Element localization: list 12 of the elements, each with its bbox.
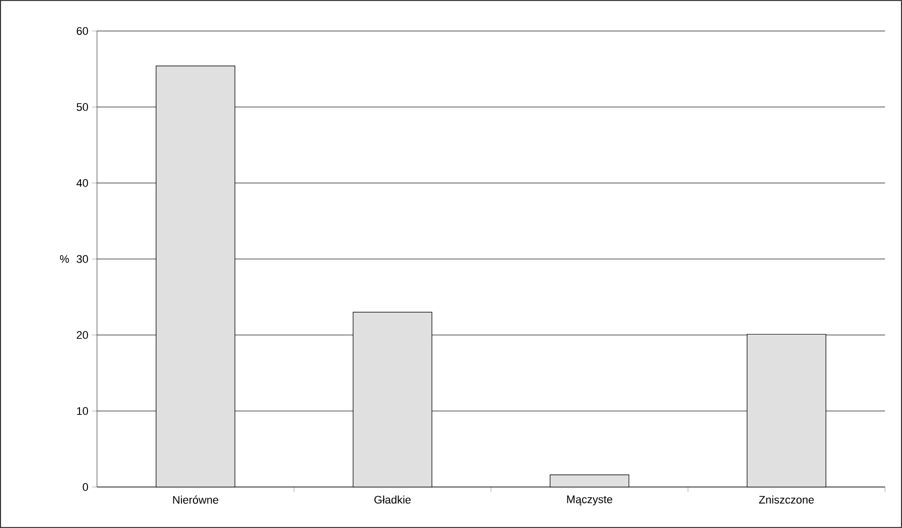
- y-tick-label: 60: [76, 27, 88, 35]
- x-tick-label: Nierówne: [173, 496, 218, 504]
- x-tick-label: Zniszczone: [759, 496, 814, 504]
- y-tick-label: 0: [82, 483, 88, 491]
- y-tick-label: 50: [76, 103, 88, 111]
- x-tick-label: Mączyste: [567, 496, 612, 506]
- y-tick-label: 10: [77, 407, 88, 415]
- x-tick-label: Gładkie: [374, 496, 411, 504]
- y-axis-title: %: [60, 255, 69, 263]
- y-tick-label: 40: [76, 179, 88, 187]
- y-tick-label: 20: [76, 331, 88, 339]
- y-tick-label: 30: [76, 255, 88, 263]
